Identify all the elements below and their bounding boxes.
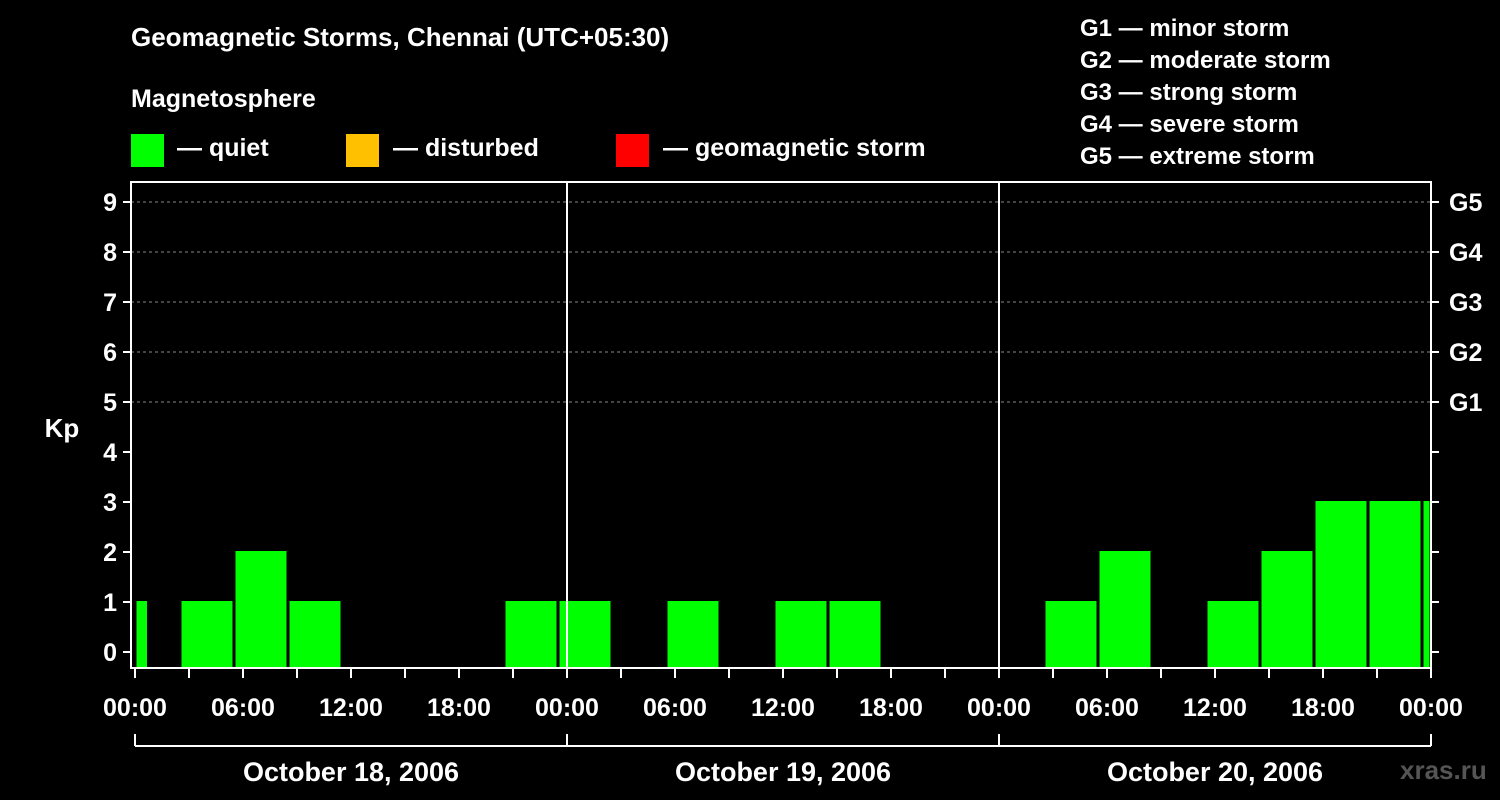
kp-bar	[1315, 501, 1367, 668]
g-level-label: G1	[1449, 389, 1482, 417]
x-tick-label: 12:00	[1183, 694, 1247, 722]
y-tick-label: 7	[103, 289, 117, 317]
y-tick-label: 4	[103, 439, 117, 467]
storm-scale-g2: G2 — moderate storm	[1080, 47, 1331, 74]
kp-bar	[136, 601, 147, 668]
y-tick-label: 8	[103, 239, 117, 267]
y-tick-label: 0	[103, 639, 117, 667]
kp-bar	[181, 601, 233, 668]
kp-bar	[1099, 551, 1151, 668]
x-tick-label: 18:00	[1291, 694, 1355, 722]
legend-label-storm: — geomagnetic storm	[663, 134, 926, 162]
g-level-label: G5	[1449, 189, 1482, 217]
kp-bar	[829, 601, 881, 668]
x-tick-label: 18:00	[859, 694, 923, 722]
storm-scale-g1: G1 — minor storm	[1080, 15, 1290, 42]
chart-title: Geomagnetic Storms, Chennai (UTC+05:30)	[131, 22, 670, 52]
x-tick-label: 12:00	[751, 694, 815, 722]
kp-bar	[235, 551, 287, 668]
kp-bar	[1045, 601, 1097, 668]
storm-scale-g3: G3 — strong storm	[1080, 79, 1298, 106]
kp-bar	[505, 601, 557, 668]
x-tick-label: 18:00	[427, 694, 491, 722]
watermark: xras.ru	[1400, 755, 1487, 785]
legend-label-quiet: — quiet	[177, 134, 269, 162]
legend-heading: Magnetosphere	[131, 85, 316, 113]
x-tick-label: 06:00	[211, 694, 275, 722]
g-level-label: G2	[1449, 339, 1482, 367]
axes	[123, 181, 1439, 747]
legend-swatch-disturbed	[346, 134, 379, 167]
kp-bar	[289, 601, 341, 668]
kp-bar	[1423, 501, 1430, 668]
x-tick-label: 00:00	[535, 694, 599, 722]
kp-bar	[1369, 501, 1421, 668]
y-tick-label: 5	[103, 389, 117, 417]
y-tick-label: 6	[103, 339, 117, 367]
x-tick-label: 06:00	[1075, 694, 1139, 722]
date-label: October 20, 2006	[1107, 757, 1323, 787]
storm-scale-g4: G4 — severe storm	[1080, 111, 1299, 138]
kp-bar	[1261, 551, 1313, 668]
grid-lines	[131, 201, 1431, 403]
legend-swatch-storm	[616, 134, 649, 167]
g-level-label: G3	[1449, 289, 1482, 317]
y-tick-label: 1	[103, 589, 117, 617]
x-tick-label: 00:00	[967, 694, 1031, 722]
g-level-label: G4	[1449, 239, 1482, 267]
x-tick-label: 00:00	[1399, 694, 1463, 722]
plot-frame	[130, 181, 1432, 669]
kp-bar	[775, 601, 827, 668]
kp-bar	[1207, 601, 1259, 668]
legend-label-disturbed: — disturbed	[393, 134, 539, 162]
kp-bars	[136, 501, 1430, 668]
y-axis-label: Kp	[45, 413, 80, 443]
y-tick-label: 2	[103, 539, 117, 567]
x-tick-label: 00:00	[103, 694, 167, 722]
y-tick-label: 9	[103, 189, 117, 217]
y-tick-label: 3	[103, 489, 117, 517]
x-tick-label: 12:00	[319, 694, 383, 722]
legend-swatch-quiet	[131, 134, 164, 167]
x-tick-label: 06:00	[643, 694, 707, 722]
storm-scale-g5: G5 — extreme storm	[1080, 143, 1315, 170]
kp-bar	[667, 601, 719, 668]
date-label: October 19, 2006	[675, 757, 891, 787]
date-label: October 18, 2006	[243, 757, 459, 787]
axis-labels: 0 1 2 3 4 5 6 7 8 9 G1 G2 G3 G4 G5 Kp 00:00 06:00 12:00 18:…	[45, 189, 1483, 787]
